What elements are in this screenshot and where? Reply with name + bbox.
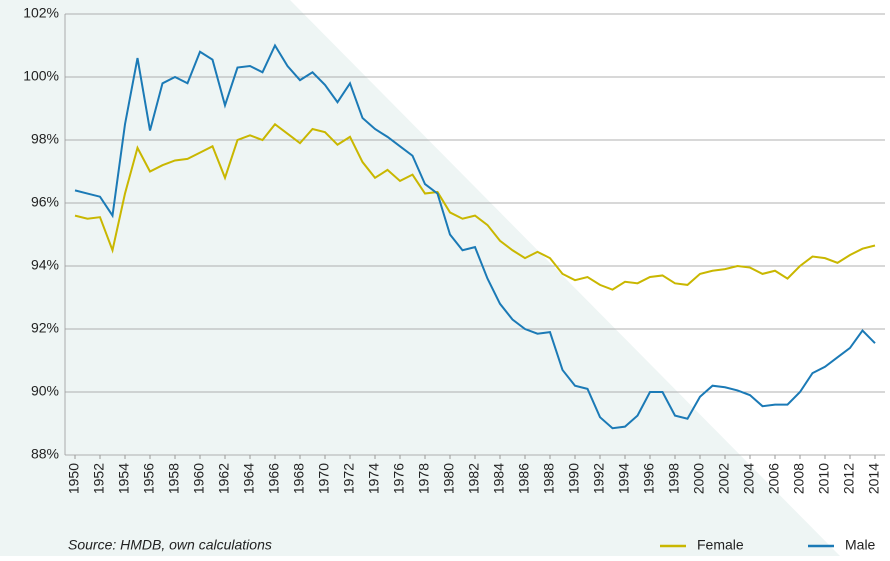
x-tick-label: 1986 — [516, 463, 532, 494]
source-note: Source: HMDB, own calculations — [68, 537, 272, 553]
series-line — [74, 122, 876, 291]
y-tick-label: 90% — [31, 383, 59, 399]
x-tick-label: 1972 — [341, 463, 357, 494]
y-tick-label: 98% — [31, 131, 59, 147]
x-tick-label: 1956 — [141, 463, 157, 494]
y-tick-label: 88% — [31, 446, 59, 462]
x-tick-label: 2010 — [816, 463, 832, 494]
y-tick-label: 100% — [23, 68, 59, 84]
x-tick-label: 2002 — [716, 463, 732, 494]
x-tick-label: 1950 — [66, 463, 82, 494]
legend-label: Female — [697, 537, 744, 553]
x-tick-label: 1976 — [391, 463, 407, 494]
x-tick-label: 1980 — [441, 463, 457, 494]
background-shade — [0, 0, 840, 556]
x-tick-label: 1964 — [241, 463, 257, 494]
x-tick-label: 1978 — [416, 463, 432, 494]
x-tick-label: 1988 — [541, 463, 557, 494]
x-tick-label: 1952 — [91, 463, 107, 494]
x-tick-label: 1992 — [591, 463, 607, 494]
x-tick-label: 1962 — [216, 463, 232, 494]
x-tick-label: 1970 — [316, 463, 332, 494]
x-tick-label: 2008 — [791, 463, 807, 494]
x-tick-label: 1984 — [491, 463, 507, 494]
x-tick-label: 1982 — [466, 463, 482, 494]
x-tick-label: 1966 — [266, 463, 282, 494]
x-tick-label: 1994 — [616, 463, 632, 494]
x-tick-label: 1998 — [666, 463, 682, 494]
x-tick-label: 1960 — [191, 463, 207, 494]
x-tick-label: 2012 — [841, 463, 857, 494]
y-tick-label: 102% — [23, 5, 59, 21]
x-tick-label: 1996 — [641, 463, 657, 494]
x-tick-label: 2014 — [866, 463, 882, 494]
y-tick-label: 96% — [31, 194, 59, 210]
y-tick-label: 92% — [31, 320, 59, 336]
x-tick-label: 2000 — [691, 463, 707, 494]
x-tick-label: 1968 — [291, 463, 307, 494]
legend-label: Male — [845, 537, 876, 553]
x-tick-label: 1954 — [116, 463, 132, 494]
x-tick-label: 2004 — [741, 463, 757, 494]
y-tick-label: 94% — [31, 257, 59, 273]
x-tick-label: 1958 — [166, 463, 182, 494]
series-line — [74, 43, 876, 430]
x-tick-label: 1990 — [566, 463, 582, 494]
x-tick-label: 2006 — [766, 463, 782, 494]
x-tick-label: 1974 — [366, 463, 382, 494]
